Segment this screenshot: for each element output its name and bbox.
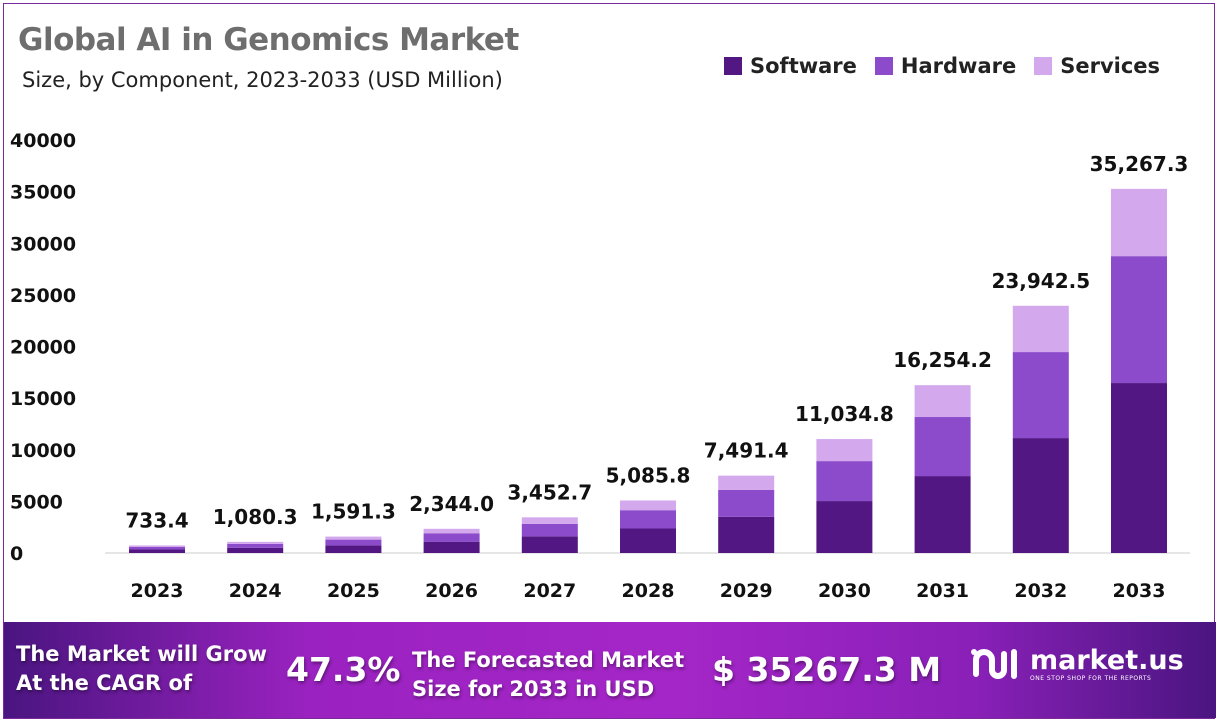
- bar-segment-hardware: [423, 533, 480, 542]
- bar-segment-services: [1012, 305, 1069, 353]
- bar-segment-hardware: [129, 546, 185, 550]
- bar-segment-hardware: [718, 489, 775, 517]
- cagr-label: The Market will Grow At the CAGR of: [16, 640, 267, 698]
- legend-swatch: [724, 57, 742, 75]
- forecast-label-line: Size for 2033 in USD: [412, 677, 655, 701]
- legend-label: Services: [1060, 54, 1161, 78]
- bar-segment-services: [914, 385, 971, 418]
- x-tick-label: 2024: [229, 580, 282, 602]
- bar-segment-hardware: [816, 461, 873, 502]
- bar-segment-services: [423, 528, 480, 534]
- bar-segment-software: [816, 501, 873, 553]
- market-us-logo: market.us ONE STOP SHOP FOR THE REPORTS: [970, 644, 1184, 684]
- bar-segment-hardware: [620, 510, 676, 529]
- bar-segment-software: [718, 516, 775, 553]
- chart-subtitle: Size, by Component, 2023-2033 (USD Milli…: [22, 68, 503, 92]
- y-tick-label: 10000: [10, 440, 76, 462]
- forecast-label: The Forecasted Market Size for 2033 in US…: [412, 646, 684, 704]
- bar-segment-software: [521, 536, 578, 553]
- y-tick-label: 25000: [10, 285, 76, 307]
- data-label: 5,085.8: [606, 463, 691, 487]
- bar-segment-services: [620, 500, 676, 511]
- y-tick-label: 0: [10, 543, 23, 565]
- bar-segment-hardware: [227, 543, 284, 548]
- bar-segment-services: [129, 545, 185, 547]
- cagr-value: 47.3%: [286, 650, 401, 689]
- bar-segment-hardware: [914, 417, 971, 477]
- x-tick-label: 2023: [131, 580, 184, 602]
- legend-label: Software: [750, 54, 857, 78]
- bar-chart: 0 5000 10000 15000 20000 25000 30000 35000 40000…: [10, 130, 1190, 602]
- y-tick-label: 35000: [10, 182, 76, 204]
- x-tick-label: 2032: [1014, 580, 1067, 602]
- x-tick-label: 2031: [916, 580, 969, 602]
- x-tick-label: 2030: [818, 580, 871, 602]
- bar-segment-hardware: [1111, 256, 1167, 384]
- forecast-value: $ 35267.3 M: [712, 650, 942, 689]
- data-label: 11,034.8: [795, 402, 894, 426]
- x-tick-label: 2028: [622, 580, 675, 602]
- cagr-label-line: At the CAGR of: [16, 671, 193, 695]
- bar-segment-services: [816, 439, 873, 462]
- legend: Software Hardware Services: [724, 54, 1160, 78]
- data-label: 2,344.0: [409, 492, 494, 516]
- data-label: 7,491.4: [704, 439, 789, 463]
- bar-segment-software: [129, 549, 185, 553]
- data-label: 733.4: [125, 508, 188, 532]
- brand-tagline: ONE STOP SHOP FOR THE REPORTS: [1030, 674, 1152, 682]
- bar-segment-services: [325, 536, 382, 540]
- bar-segment-hardware: [1012, 352, 1069, 439]
- bar-segment-software: [620, 528, 676, 553]
- legend-item-hardware: Hardware: [874, 54, 1017, 78]
- bar-segment-hardware: [325, 539, 382, 546]
- y-tick-label: 30000: [10, 233, 76, 255]
- chart-title: Global AI in Genomics Market: [18, 22, 519, 58]
- legend-label: Hardware: [900, 54, 1017, 78]
- bar-segment-hardware: [521, 523, 578, 537]
- data-label: 16,254.2: [893, 348, 992, 372]
- data-label: 3,452.7: [507, 480, 592, 504]
- y-tick-label: 15000: [10, 388, 76, 410]
- market-us-logo-icon: [971, 649, 1017, 679]
- x-tick-label: 2026: [425, 580, 478, 602]
- legend-item-software: Software: [724, 54, 857, 78]
- cagr-label-line: The Market will Grow: [16, 642, 267, 666]
- x-tick-label: 2029: [720, 580, 773, 602]
- footer-banner: The Market will Grow At the CAGR of 47.3%…: [4, 622, 1216, 718]
- bar-segment-services: [521, 517, 578, 524]
- x-tick-label: 2033: [1113, 580, 1166, 602]
- data-label: 23,942.5: [991, 269, 1090, 293]
- bar-segment-software: [1111, 383, 1167, 553]
- legend-swatch: [874, 57, 893, 75]
- bar-segment-software: [325, 545, 382, 553]
- data-label: 35,267.3: [1090, 152, 1189, 176]
- legend-swatch: [1034, 57, 1053, 75]
- x-tick-label: 2027: [523, 580, 576, 602]
- bar-segment-software: [1012, 438, 1069, 553]
- bar-segment-services: [718, 475, 775, 490]
- y-tick-label: 5000: [10, 491, 63, 513]
- legend-item-services: Services: [1034, 54, 1160, 78]
- brand-name: market.us: [1030, 644, 1184, 676]
- y-tick-label: 40000: [10, 130, 76, 152]
- data-label: 1,591.3: [311, 500, 396, 524]
- data-label: 1,080.3: [213, 505, 298, 529]
- y-tick-label: 20000: [10, 337, 76, 359]
- bar-segment-services: [1111, 188, 1167, 257]
- bar-segment-software: [914, 476, 971, 553]
- bar-segment-software: [423, 541, 480, 553]
- bar-segment-software: [227, 547, 284, 553]
- forecast-label-line: The Forecasted Market: [412, 648, 685, 672]
- bar-segment-services: [227, 541, 284, 544]
- x-tick-label: 2025: [327, 580, 380, 602]
- chart-frame: [3, 3, 1215, 719]
